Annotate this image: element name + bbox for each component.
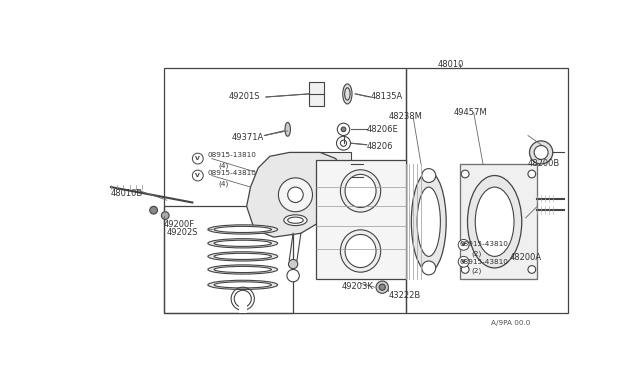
Polygon shape xyxy=(308,81,324,106)
Text: 08915-43810: 08915-43810 xyxy=(460,241,509,247)
Text: (2): (2) xyxy=(472,268,482,275)
Ellipse shape xyxy=(529,141,553,164)
Ellipse shape xyxy=(208,280,278,289)
Text: 08915-43810: 08915-43810 xyxy=(460,259,509,265)
Circle shape xyxy=(376,281,388,294)
Text: V: V xyxy=(195,173,200,178)
Circle shape xyxy=(161,212,169,219)
Ellipse shape xyxy=(208,239,278,248)
Circle shape xyxy=(308,158,332,181)
Ellipse shape xyxy=(345,234,376,267)
Polygon shape xyxy=(316,160,406,279)
Circle shape xyxy=(337,123,349,135)
Text: 48200B: 48200B xyxy=(528,158,560,168)
Text: (4): (4) xyxy=(218,163,228,169)
Circle shape xyxy=(341,127,346,132)
Circle shape xyxy=(337,136,351,150)
Text: 48135A: 48135A xyxy=(371,92,403,102)
Ellipse shape xyxy=(412,172,446,272)
Text: 49457M: 49457M xyxy=(454,108,487,117)
Ellipse shape xyxy=(214,266,271,273)
Text: (2): (2) xyxy=(472,250,482,257)
Circle shape xyxy=(422,261,436,275)
Ellipse shape xyxy=(343,84,352,104)
Ellipse shape xyxy=(467,176,522,268)
Circle shape xyxy=(289,260,298,269)
Text: A/9PA 00.0: A/9PA 00.0 xyxy=(491,320,530,326)
Circle shape xyxy=(528,170,536,178)
Ellipse shape xyxy=(208,252,278,261)
Ellipse shape xyxy=(345,174,376,208)
Text: 08915-13810: 08915-13810 xyxy=(208,153,257,158)
Text: 48010: 48010 xyxy=(438,60,465,69)
Ellipse shape xyxy=(340,230,381,272)
Circle shape xyxy=(528,266,536,273)
Text: V: V xyxy=(461,242,466,247)
Text: 49200F: 49200F xyxy=(164,220,195,229)
Text: 48206: 48206 xyxy=(367,142,393,151)
Ellipse shape xyxy=(214,253,271,260)
Text: 48010B: 48010B xyxy=(111,189,143,198)
Circle shape xyxy=(422,169,436,183)
Text: 48238M: 48238M xyxy=(388,112,422,121)
Text: 49201S: 49201S xyxy=(229,92,260,102)
Text: 08915-43810: 08915-43810 xyxy=(208,170,257,176)
Circle shape xyxy=(278,178,312,212)
Circle shape xyxy=(287,269,300,282)
Circle shape xyxy=(150,206,157,214)
Circle shape xyxy=(458,240,469,250)
Ellipse shape xyxy=(214,282,271,288)
Circle shape xyxy=(193,153,204,164)
Circle shape xyxy=(315,164,326,175)
Ellipse shape xyxy=(208,225,278,234)
Circle shape xyxy=(288,187,303,202)
Circle shape xyxy=(461,266,469,273)
Polygon shape xyxy=(239,305,246,312)
Text: 48200A: 48200A xyxy=(510,253,542,262)
Ellipse shape xyxy=(208,265,278,274)
Ellipse shape xyxy=(340,170,381,212)
Ellipse shape xyxy=(214,240,271,246)
Text: 49203K: 49203K xyxy=(342,282,374,291)
Circle shape xyxy=(461,170,469,178)
Ellipse shape xyxy=(214,226,271,232)
Ellipse shape xyxy=(534,145,548,159)
Circle shape xyxy=(234,290,252,307)
Ellipse shape xyxy=(285,122,291,136)
Text: 43222B: 43222B xyxy=(388,291,420,300)
Ellipse shape xyxy=(417,187,440,256)
Polygon shape xyxy=(289,153,351,187)
Ellipse shape xyxy=(284,215,307,225)
Ellipse shape xyxy=(288,217,303,223)
Text: 49202S: 49202S xyxy=(167,228,198,237)
Text: V: V xyxy=(461,259,466,264)
Circle shape xyxy=(458,256,469,267)
Text: 49371A: 49371A xyxy=(231,133,264,142)
Polygon shape xyxy=(460,164,537,279)
Text: V: V xyxy=(195,156,200,161)
Polygon shape xyxy=(246,153,344,237)
Circle shape xyxy=(193,170,204,181)
Text: 48206E: 48206E xyxy=(367,125,399,134)
Circle shape xyxy=(379,284,385,290)
Ellipse shape xyxy=(476,187,514,256)
Text: (4): (4) xyxy=(218,180,228,187)
